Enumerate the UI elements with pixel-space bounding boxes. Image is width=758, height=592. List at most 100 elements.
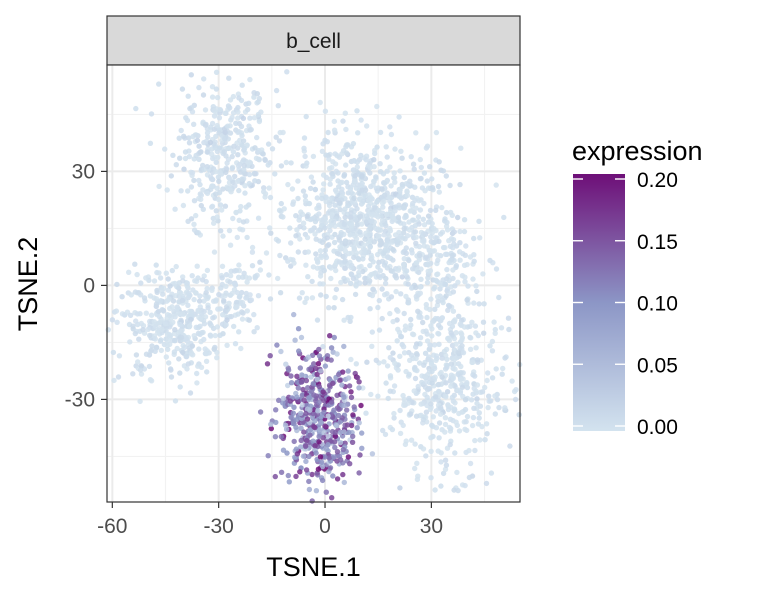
cell-point: [442, 421, 449, 428]
cell-point: [316, 383, 322, 390]
cell-point: [347, 232, 353, 238]
cell-point: [315, 466, 322, 472]
cell-point: [331, 127, 338, 133]
cell-point: [383, 242, 389, 248]
cell-point: [500, 365, 506, 372]
cell-point: [356, 470, 362, 476]
cell-point: [254, 91, 260, 97]
cell-point: [157, 275, 164, 281]
cell-point: [182, 149, 189, 155]
cell-point: [347, 186, 354, 192]
cell-point: [421, 222, 428, 228]
cell-point: [375, 226, 382, 232]
cell-point: [502, 355, 508, 361]
cell-point: [156, 320, 163, 326]
cell-point: [427, 306, 433, 313]
cell-point: [246, 171, 253, 178]
cell-point: [331, 407, 337, 413]
cell-point: [371, 157, 377, 163]
cell-point: [468, 335, 474, 341]
cell-point: [348, 422, 355, 429]
cell-point: [440, 299, 446, 306]
cell-point: [481, 301, 487, 307]
x-tick-label: -60: [97, 515, 127, 538]
cell-point: [327, 181, 333, 187]
cell-point: [435, 183, 442, 190]
cell-point: [288, 160, 294, 166]
cell-point: [216, 189, 223, 196]
cell-point: [283, 361, 289, 367]
cell-point: [280, 400, 286, 406]
cell-point: [390, 268, 396, 275]
cell-point: [267, 225, 273, 231]
cell-point: [371, 271, 377, 277]
cell-point: [397, 430, 404, 437]
cell-point: [432, 315, 439, 322]
cell-point: [275, 238, 282, 244]
cell-point: [132, 261, 138, 267]
cell-point: [387, 124, 393, 130]
cell-point: [425, 275, 431, 281]
cell-point: [424, 314, 430, 321]
cell-point: [310, 153, 317, 160]
cell-point: [299, 402, 306, 408]
cell-point: [324, 243, 331, 249]
cell-point: [367, 230, 373, 237]
cell-point: [446, 238, 452, 244]
cell-point: [400, 261, 407, 268]
cell-point: [467, 254, 474, 260]
cell-point: [191, 198, 198, 204]
cell-point: [289, 186, 296, 192]
cell-point: [193, 212, 199, 219]
cell-point: [439, 355, 445, 361]
cell-point: [285, 181, 291, 188]
cell-point: [291, 260, 297, 266]
cell-point: [265, 162, 271, 168]
cell-point: [402, 323, 409, 329]
cell-point: [455, 349, 461, 355]
cell-point: [158, 337, 164, 343]
cell-point: [209, 94, 216, 100]
cell-point: [162, 321, 169, 327]
cell-point: [191, 221, 197, 227]
cell-point: [164, 315, 170, 321]
cell-point: [356, 280, 363, 286]
cell-point: [329, 495, 335, 501]
cell-point: [247, 76, 253, 83]
cell-point: [172, 338, 178, 344]
cell-point: [343, 126, 349, 133]
cell-point: [368, 391, 374, 398]
cell-point: [326, 455, 332, 461]
cell-point: [291, 311, 297, 318]
cell-point: [224, 342, 230, 348]
cell-point: [449, 212, 455, 218]
cell-point: [442, 415, 449, 421]
cell-point: [204, 285, 210, 292]
cell-point: [336, 259, 343, 265]
cell-point: [223, 322, 229, 328]
cell-point: [488, 470, 495, 476]
cell-point: [303, 467, 310, 473]
cell-point: [168, 367, 174, 373]
cell-point: [363, 213, 370, 219]
cell-point: [400, 344, 407, 350]
cell-point: [464, 297, 470, 303]
cell-point: [213, 69, 220, 76]
cell-point: [282, 422, 289, 428]
cell-point: [387, 354, 393, 361]
cell-point: [341, 317, 347, 323]
cell-point: [403, 293, 409, 300]
cell-point: [177, 370, 183, 376]
cell-point: [377, 248, 383, 254]
cell-point: [354, 222, 361, 228]
cell-point: [455, 487, 461, 494]
cell-point: [446, 303, 453, 309]
cell-point: [334, 476, 341, 482]
cell-point: [211, 346, 217, 352]
cell-point: [320, 172, 327, 178]
cell-point: [295, 195, 301, 202]
cell-point: [476, 410, 482, 416]
cell-point: [306, 394, 313, 401]
cell-point: [416, 360, 423, 366]
cell-point: [375, 393, 381, 399]
